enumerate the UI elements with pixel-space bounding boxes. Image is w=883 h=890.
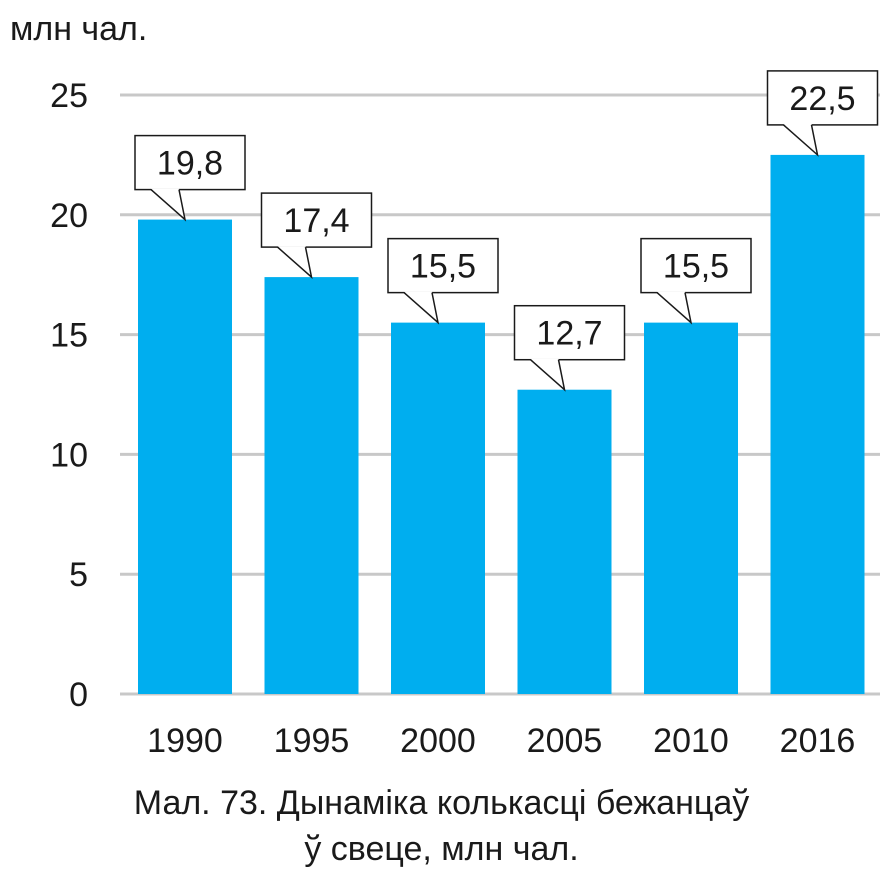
data-label: 19,8: [157, 145, 223, 183]
x-tick-label: 2000: [400, 722, 476, 760]
bar-2000: [391, 322, 485, 694]
callout-pointer: [656, 292, 693, 325]
grid-layer: [120, 93, 880, 696]
x-tick-label: 2005: [527, 722, 603, 760]
x-tick-label: 1990: [147, 722, 223, 760]
data-label-callout: 22,5: [766, 70, 879, 157]
data-label: 22,5: [789, 80, 855, 118]
y-tick-label: 25: [50, 77, 88, 115]
x-tick-label: 2010: [653, 722, 729, 760]
callout-box: [766, 70, 879, 126]
bar-2005: [517, 389, 612, 694]
callout-box: [134, 134, 246, 191]
callout-box: [260, 192, 373, 248]
data-label-callout: 15,5: [387, 237, 499, 325]
data-label-callout: 17,4: [260, 192, 373, 280]
y-tick-label: 15: [50, 317, 88, 355]
data-label-callout: 19,8: [134, 134, 246, 222]
caption-line-2: ў свеце, млн чал.: [304, 830, 579, 868]
bar-1995: [264, 277, 359, 694]
callout-pointer: [530, 359, 566, 392]
bars: [138, 154, 865, 695]
bar-2016: [770, 154, 865, 694]
x-axis-labels: 1990 1995 2000 2005 2010 2016: [147, 722, 855, 760]
x-tick-label: 1995: [274, 722, 350, 760]
data-label: 17,4: [283, 202, 349, 240]
callout-pointer: [150, 189, 187, 222]
x-tick-label: 2016: [780, 722, 856, 760]
y-axis-unit-label: млн чал.: [10, 10, 147, 48]
data-label: 15,5: [410, 248, 476, 286]
data-label-callouts: 19,8 17,4 15,5 12,7 15,5 22,5: [134, 70, 879, 392]
callout-pointer: [783, 124, 819, 157]
figure-caption: Мал. 73. Дынаміка колькасці бежанцаў ў с…: [0, 780, 883, 872]
y-tick-label: 20: [50, 197, 88, 235]
data-label: 15,5: [663, 248, 729, 286]
bar-chart: млн чал. 0 5 10 15 20 25 1990 1995 2000 2005 2010…: [10, 10, 880, 760]
y-tick-label: 5: [69, 556, 88, 594]
data-label-callout: 15,5: [640, 237, 752, 325]
caption-line-1: Мал. 73. Дынаміка колькасці бежанцаў: [133, 784, 750, 822]
callout-pointer: [403, 292, 440, 325]
bar-2010: [644, 322, 738, 694]
data-label-callout: 12,7: [513, 304, 626, 392]
callout-box: [513, 304, 626, 361]
data-label: 12,7: [536, 315, 602, 353]
bar-1990: [138, 219, 232, 695]
callout-box: [387, 237, 499, 294]
y-tick-label: 10: [50, 436, 88, 474]
y-axis-ticks: 0 5 10 15 20 25: [50, 77, 88, 714]
callout-pointer: [277, 246, 313, 280]
callout-box: [640, 237, 752, 294]
y-tick-label: 0: [69, 676, 88, 714]
